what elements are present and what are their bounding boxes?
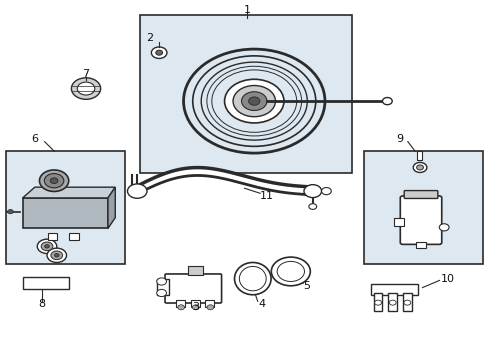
Text: 2: 2 bbox=[145, 33, 153, 43]
Circle shape bbox=[151, 47, 166, 58]
Circle shape bbox=[224, 79, 284, 123]
FancyBboxPatch shape bbox=[416, 151, 421, 160]
Circle shape bbox=[304, 185, 321, 198]
Text: 6: 6 bbox=[31, 134, 38, 144]
Polygon shape bbox=[22, 187, 115, 198]
FancyBboxPatch shape bbox=[373, 293, 382, 311]
FancyBboxPatch shape bbox=[387, 293, 396, 311]
Circle shape bbox=[54, 253, 59, 257]
FancyBboxPatch shape bbox=[164, 274, 221, 303]
Ellipse shape bbox=[239, 266, 265, 291]
FancyBboxPatch shape bbox=[363, 151, 483, 264]
Circle shape bbox=[40, 170, 69, 192]
Text: 4: 4 bbox=[258, 299, 264, 309]
Text: 11: 11 bbox=[259, 191, 273, 201]
Circle shape bbox=[403, 300, 410, 305]
Text: 8: 8 bbox=[39, 299, 45, 309]
FancyBboxPatch shape bbox=[157, 279, 168, 295]
FancyBboxPatch shape bbox=[400, 196, 441, 244]
FancyBboxPatch shape bbox=[205, 300, 214, 307]
Circle shape bbox=[157, 289, 166, 297]
Circle shape bbox=[127, 184, 147, 198]
Circle shape bbox=[7, 210, 13, 214]
Circle shape bbox=[44, 174, 64, 188]
Circle shape bbox=[277, 261, 304, 282]
Circle shape bbox=[50, 178, 58, 184]
Ellipse shape bbox=[234, 262, 270, 295]
Text: 7: 7 bbox=[82, 69, 89, 79]
FancyBboxPatch shape bbox=[176, 300, 184, 307]
Circle shape bbox=[201, 62, 306, 140]
FancyBboxPatch shape bbox=[393, 218, 403, 226]
FancyBboxPatch shape bbox=[415, 242, 425, 248]
Circle shape bbox=[211, 70, 296, 132]
Circle shape bbox=[44, 244, 49, 248]
Text: 1: 1 bbox=[243, 5, 250, 15]
Circle shape bbox=[241, 92, 266, 111]
Circle shape bbox=[388, 300, 395, 305]
Polygon shape bbox=[108, 187, 115, 228]
FancyBboxPatch shape bbox=[402, 293, 411, 311]
Circle shape bbox=[156, 50, 162, 55]
FancyBboxPatch shape bbox=[404, 190, 437, 198]
Circle shape bbox=[37, 239, 57, 253]
Circle shape bbox=[416, 165, 423, 170]
Circle shape bbox=[374, 300, 381, 305]
Text: 3: 3 bbox=[192, 302, 199, 312]
Circle shape bbox=[157, 278, 166, 285]
Circle shape bbox=[233, 86, 275, 117]
Circle shape bbox=[308, 204, 316, 210]
Circle shape bbox=[183, 49, 325, 153]
Circle shape bbox=[382, 98, 391, 105]
Circle shape bbox=[271, 257, 310, 286]
FancyBboxPatch shape bbox=[190, 300, 199, 307]
Text: 9: 9 bbox=[395, 134, 402, 144]
Circle shape bbox=[41, 242, 53, 251]
FancyBboxPatch shape bbox=[47, 233, 57, 240]
Text: 10: 10 bbox=[440, 274, 454, 284]
Circle shape bbox=[47, 248, 66, 262]
FancyBboxPatch shape bbox=[188, 266, 203, 275]
Circle shape bbox=[192, 56, 315, 147]
FancyBboxPatch shape bbox=[5, 151, 125, 264]
FancyBboxPatch shape bbox=[140, 15, 351, 173]
Circle shape bbox=[206, 66, 301, 136]
Circle shape bbox=[438, 224, 448, 231]
Circle shape bbox=[248, 97, 260, 105]
Circle shape bbox=[177, 305, 184, 310]
Circle shape bbox=[77, 82, 95, 95]
FancyBboxPatch shape bbox=[22, 198, 108, 228]
Circle shape bbox=[71, 78, 101, 99]
Circle shape bbox=[51, 251, 62, 260]
FancyBboxPatch shape bbox=[22, 277, 69, 289]
Circle shape bbox=[321, 188, 330, 195]
Text: 5: 5 bbox=[303, 281, 310, 291]
FancyBboxPatch shape bbox=[370, 284, 417, 295]
FancyBboxPatch shape bbox=[69, 233, 79, 240]
Circle shape bbox=[192, 305, 199, 310]
Circle shape bbox=[412, 162, 426, 172]
Circle shape bbox=[206, 305, 213, 310]
